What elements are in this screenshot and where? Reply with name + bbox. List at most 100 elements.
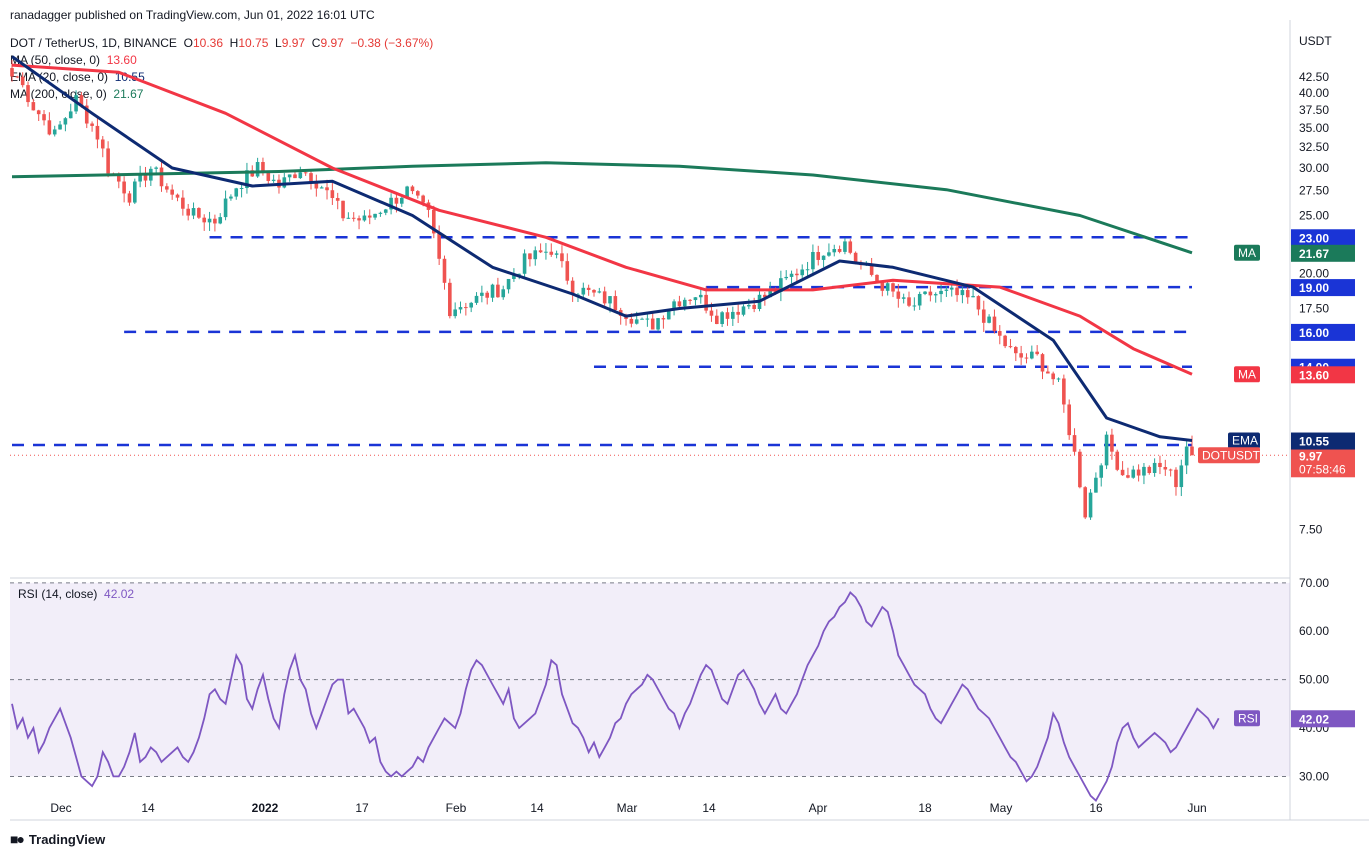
tradingview-logo[interactable]: ■● TradingView bbox=[10, 831, 105, 847]
price-tick-label: 42.50 bbox=[1299, 70, 1329, 84]
candle-body bbox=[474, 295, 479, 303]
candle-body bbox=[682, 299, 687, 307]
candle-body bbox=[634, 319, 639, 324]
open-value: 10.36 bbox=[192, 36, 223, 50]
ema20-line bbox=[11, 55, 1193, 442]
candle-body bbox=[517, 273, 522, 275]
candle-body bbox=[330, 190, 335, 199]
candle-body bbox=[1099, 465, 1104, 478]
candle-body bbox=[1056, 378, 1061, 380]
candle-body bbox=[1040, 354, 1045, 372]
candle-body bbox=[1131, 469, 1136, 478]
candle-body bbox=[175, 194, 180, 198]
candle-body bbox=[1126, 475, 1130, 478]
candle-body bbox=[106, 148, 110, 174]
candle-body bbox=[170, 189, 174, 195]
price-label-bg bbox=[1291, 323, 1355, 341]
candle-body bbox=[827, 252, 831, 256]
candle-body bbox=[1168, 469, 1173, 471]
price-label-text: 9.97 bbox=[1299, 449, 1323, 463]
time-tick-label: 14 bbox=[530, 801, 544, 815]
candle-body bbox=[490, 284, 495, 298]
candle-body bbox=[1142, 466, 1146, 476]
candle-body bbox=[90, 123, 94, 126]
candle-body bbox=[1184, 446, 1189, 466]
candle-body bbox=[533, 250, 538, 260]
candle-body bbox=[763, 294, 767, 298]
rsi-legend[interactable]: RSI (14, close) 42.02 bbox=[18, 587, 134, 601]
candle-body bbox=[143, 174, 148, 181]
candle-body bbox=[522, 253, 527, 274]
candle-body bbox=[891, 283, 895, 292]
candle-body bbox=[383, 209, 388, 213]
candle-body bbox=[95, 125, 100, 140]
rsi-tick-label: 60.00 bbox=[1299, 624, 1329, 638]
chart-legend: DOT / TetherUS, 1D, BINANCE O10.36 H10.7… bbox=[10, 35, 433, 103]
candle-body bbox=[965, 290, 970, 298]
price-tick-label: 30.00 bbox=[1299, 161, 1329, 175]
symbol-header: DOT / TetherUS, 1D, BINANCE O10.36 H10.7… bbox=[10, 35, 433, 52]
low-value: 9.97 bbox=[281, 36, 306, 50]
candle-body bbox=[1158, 462, 1162, 468]
candle-body bbox=[42, 114, 46, 121]
candle-body bbox=[245, 170, 249, 189]
candle-body bbox=[672, 301, 676, 311]
candle-body bbox=[1078, 451, 1082, 488]
candle-body bbox=[437, 233, 441, 259]
rsi-tag-bg bbox=[1234, 710, 1260, 727]
candle-body bbox=[191, 208, 196, 216]
time-tick-label: 2022 bbox=[252, 801, 279, 815]
candle-body bbox=[544, 251, 548, 253]
candle-body bbox=[837, 248, 842, 252]
candle-body bbox=[26, 85, 30, 103]
candle-body bbox=[485, 292, 490, 298]
candle-body bbox=[1115, 451, 1120, 470]
rsi-line bbox=[11, 591, 1220, 803]
candle-body bbox=[875, 274, 879, 282]
candle-body bbox=[811, 252, 815, 270]
change-value: −0.38 (−3.67%) bbox=[350, 36, 434, 50]
candle-body bbox=[271, 179, 276, 181]
candle-body bbox=[122, 181, 126, 194]
price-label-bg bbox=[1291, 432, 1355, 450]
candle-body bbox=[357, 218, 361, 221]
candle-body bbox=[1190, 446, 1194, 456]
price-label-text: 23.00 bbox=[1299, 231, 1329, 245]
ma50-line bbox=[11, 63, 1193, 376]
candle-body bbox=[747, 304, 751, 307]
indicator-ma50[interactable]: MA (50, close, 0) 13.60 bbox=[10, 52, 433, 69]
candle-body bbox=[223, 198, 228, 218]
candle-body bbox=[752, 304, 756, 309]
candle-body bbox=[1104, 434, 1109, 466]
candle-body bbox=[303, 172, 308, 174]
candle-body bbox=[1174, 469, 1178, 488]
high-label: H bbox=[229, 36, 239, 50]
candle-body bbox=[704, 294, 708, 311]
candle-body bbox=[805, 269, 810, 271]
publisher-line: ranadagger published on TradingView.com,… bbox=[10, 8, 375, 22]
close-value: 9.97 bbox=[320, 36, 344, 50]
price-label-countdown: 07:58:46 bbox=[1299, 462, 1346, 476]
candle-body bbox=[592, 289, 596, 293]
candle-body bbox=[506, 278, 511, 290]
candle-body bbox=[512, 274, 516, 279]
price-label-text: 19.00 bbox=[1299, 281, 1329, 295]
candle-body bbox=[36, 110, 41, 115]
candle-body bbox=[309, 173, 313, 184]
candle-body bbox=[570, 280, 575, 295]
price-label-text: 10.55 bbox=[1299, 435, 1329, 449]
candle-body bbox=[202, 217, 207, 223]
candle-body bbox=[399, 197, 404, 204]
candle-body bbox=[10, 68, 14, 77]
candle-body bbox=[666, 310, 671, 320]
currency-label: USDT bbox=[1299, 34, 1332, 48]
candle-body bbox=[496, 284, 500, 298]
price-label-bg bbox=[1291, 229, 1355, 247]
open-label: O bbox=[183, 36, 193, 50]
tradingview-logo-icon: ■● bbox=[10, 831, 25, 847]
candle-body bbox=[213, 218, 217, 224]
candle-body bbox=[731, 311, 735, 319]
candle-body bbox=[207, 218, 212, 223]
candle-body bbox=[464, 307, 468, 309]
